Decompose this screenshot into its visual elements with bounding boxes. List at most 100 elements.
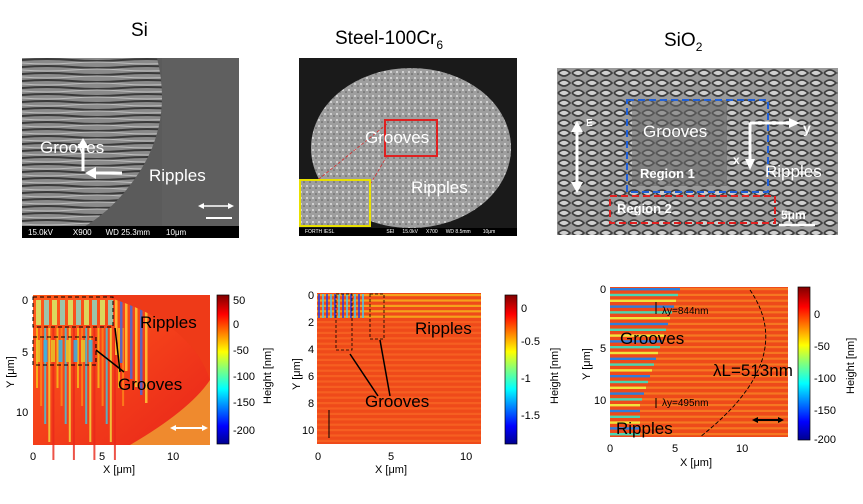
plot-si-colorbar: [216, 294, 230, 445]
sem-steel-texture: [299, 58, 517, 236]
plot-si-ripples-label: Ripples: [140, 313, 197, 332]
plot-sio2-xticks: 0 5 10: [607, 443, 748, 455]
plot-sio2-ylabel: Y [μm]: [581, 348, 593, 380]
sem-sio2-ripples-label: Ripples: [765, 162, 822, 181]
plot-si-cbar-tick: -50: [233, 345, 249, 357]
plot-sio2-xtick: 0: [607, 443, 613, 455]
sem-sio2-region1-label: Region 1: [640, 166, 695, 181]
title-steel: Steel-100Cr6: [335, 28, 443, 52]
plot-steel-cbar-tick: -1.5: [521, 410, 540, 422]
plot-si-ytick: 0: [22, 295, 28, 307]
plot-sio2-xtick: 5: [672, 443, 678, 455]
plot-steel-colorbar: [504, 294, 518, 445]
plot-si-ylabel: Y [μm]: [5, 356, 17, 388]
sem-sio2-e-label: E: [586, 118, 593, 129]
sem-si-grooves-label: Grooves: [40, 138, 105, 157]
plot-sio2-yticks: 0 5 10: [594, 284, 606, 407]
title-sio2-sub: 2: [695, 39, 703, 54]
plot-sio2-colorbar: [797, 286, 811, 441]
plot-si: Ripples Grooves 0 5 10 0 5 10 X [μm] Y […: [5, 294, 274, 476]
plot-steel-cbar-label: Height [nm]: [549, 348, 561, 404]
plot-steel-yticks: 0 2 4 6 8 10: [302, 290, 314, 437]
sem-si-texture: [22, 58, 239, 238]
plot-si-ytick: 10: [16, 407, 28, 419]
sem-si-bar-scale: 10μm: [166, 227, 187, 237]
plot-si-xticks: 0 5 10: [30, 451, 179, 463]
sem-steel-bar-lab: FORTH IESL: [305, 229, 335, 235]
plot-sio2: λy=844nm Grooves λL=513nm λy=495nm Rippl…: [581, 284, 857, 469]
plot-steel-xlabel: X [μm]: [375, 464, 407, 476]
plot-steel-xtick: 0: [315, 451, 321, 463]
plot-steel: Ripples Grooves 0 2 4 6 8 10 0 5 10 X [μ…: [291, 290, 561, 476]
plot-steel-cbar-tick: 0: [521, 303, 527, 315]
sem-sio2-scale-label: 5μm: [781, 208, 806, 222]
title-sio2: SiO2: [664, 30, 702, 54]
plot-steel-xtick: 10: [460, 451, 472, 463]
plot-si-cbar-tick: 50: [233, 295, 245, 307]
plot-si-map: [32, 295, 210, 460]
plot-sio2-cbar-tick: -150: [814, 405, 836, 417]
sem-steel-ripples-label: Ripples: [411, 178, 468, 197]
sem-sio2-y-label: y: [803, 120, 811, 136]
sem-sio2-x-label: x: [733, 153, 740, 167]
plot-steel-ytick: 8: [308, 398, 314, 410]
title-si: Si: [131, 20, 148, 41]
sem-steel-bar-wd: WD 8.5mm: [445, 229, 471, 235]
plot-si-grooves-label: Grooves: [118, 375, 182, 394]
plot-steel-map: [317, 293, 481, 444]
plot-sio2-cbar-label: Height [nm]: [845, 338, 857, 394]
plot-steel-cbar-tick: -1: [521, 373, 531, 385]
sem-sio2-grooves-label: Grooves: [643, 122, 708, 141]
plot-sio2-lambda-y2: λy=495nm: [662, 398, 708, 409]
plot-si-xtick: 0: [30, 451, 36, 463]
plot-sio2-grooves-label: Grooves: [620, 329, 684, 348]
plot-si-cbar-tick: 0: [233, 319, 239, 331]
sem-si-ripples-label: Ripples: [149, 166, 206, 185]
sem-si-bar-kv: 15.0kV: [28, 227, 53, 237]
plot-steel-grooves-label: Grooves: [365, 392, 429, 411]
plot-sio2-xtick: 10: [736, 443, 748, 455]
sem-si-bar-mag: X900: [72, 227, 92, 237]
plot-si-cbar-tick: -150: [233, 397, 255, 409]
plot-steel-ytick: 10: [302, 425, 314, 437]
plot-steel-ytick: 2: [308, 317, 314, 329]
plot-sio2-cbar-tick: -50: [814, 341, 830, 353]
plot-sio2-lambda-y1: λy=844nm: [662, 306, 708, 317]
sem-image-sio2: Grooves Ripples Region 1 Region 2 E y x …: [557, 68, 838, 235]
plot-si-cbar-tick: -100: [233, 371, 255, 383]
plot-steel-xtick: 5: [388, 451, 394, 463]
plot-sio2-ytick: 0: [600, 284, 606, 296]
plot-steel-ripples-label: Ripples: [415, 319, 472, 338]
sem-steel-bar-sei: SEI: [386, 229, 395, 235]
plot-sio2-lambda-l: λL=513nm: [713, 361, 793, 380]
sem-image-steel: Grooves Ripples FORTH IESL SEI 15.0kV X7…: [299, 58, 517, 236]
plot-si-xtick: 5: [99, 451, 105, 463]
plot-si-cbar-label: Height [nm]: [262, 348, 274, 404]
plot-sio2-map: [610, 287, 788, 438]
plot-steel-cbar-ticks: 0 -0.5 -1 -1.5: [521, 303, 540, 422]
sem-steel-bar-mag: X700: [426, 229, 438, 235]
sem-si-arrows: [77, 138, 234, 219]
plot-sio2-ytick: 10: [594, 395, 606, 407]
sem-steel-bar-kv: 15.0kV: [402, 229, 418, 235]
plot-si-yticks: 0 5 10: [16, 295, 28, 419]
plot-sio2-cbar-ticks: 0 -50 -100 -150 -200: [814, 309, 836, 446]
title-sio2-base: SiO: [664, 30, 696, 51]
plot-sio2-cbar-tick: -100: [814, 373, 836, 385]
plot-sio2-xlabel: X [μm]: [680, 457, 712, 469]
plot-sio2-ripples-label: Ripples: [616, 419, 673, 438]
plot-steel-ytick: 4: [308, 344, 314, 356]
title-steel-sub: 6: [436, 37, 444, 52]
plot-si-cbar-tick: -200: [233, 425, 255, 437]
plot-si-ytick: 5: [22, 347, 28, 359]
plot-sio2-ytick: 5: [600, 343, 606, 355]
plot-steel-ytick: 0: [308, 290, 314, 302]
plot-si-xtick: 10: [167, 451, 179, 463]
plot-sio2-cbar-tick: 0: [814, 309, 820, 321]
plot-steel-xticks: 0 5 10: [315, 451, 472, 463]
sem-si-databar: 15.0kV X900 WD 25.3mm 10μm: [22, 226, 239, 238]
sem-steel-databar: FORTH IESL SEI 15.0kV X700 WD 8.5mm 10μm: [299, 228, 517, 236]
title-steel-base: Steel-100Cr: [335, 28, 437, 49]
plot-si-cbar-ticks: 50 0 -50 -100 -150 -200: [233, 295, 255, 437]
sem-image-si: Grooves Ripples 15.0kV X900 WD 25.3mm 10…: [22, 58, 239, 238]
